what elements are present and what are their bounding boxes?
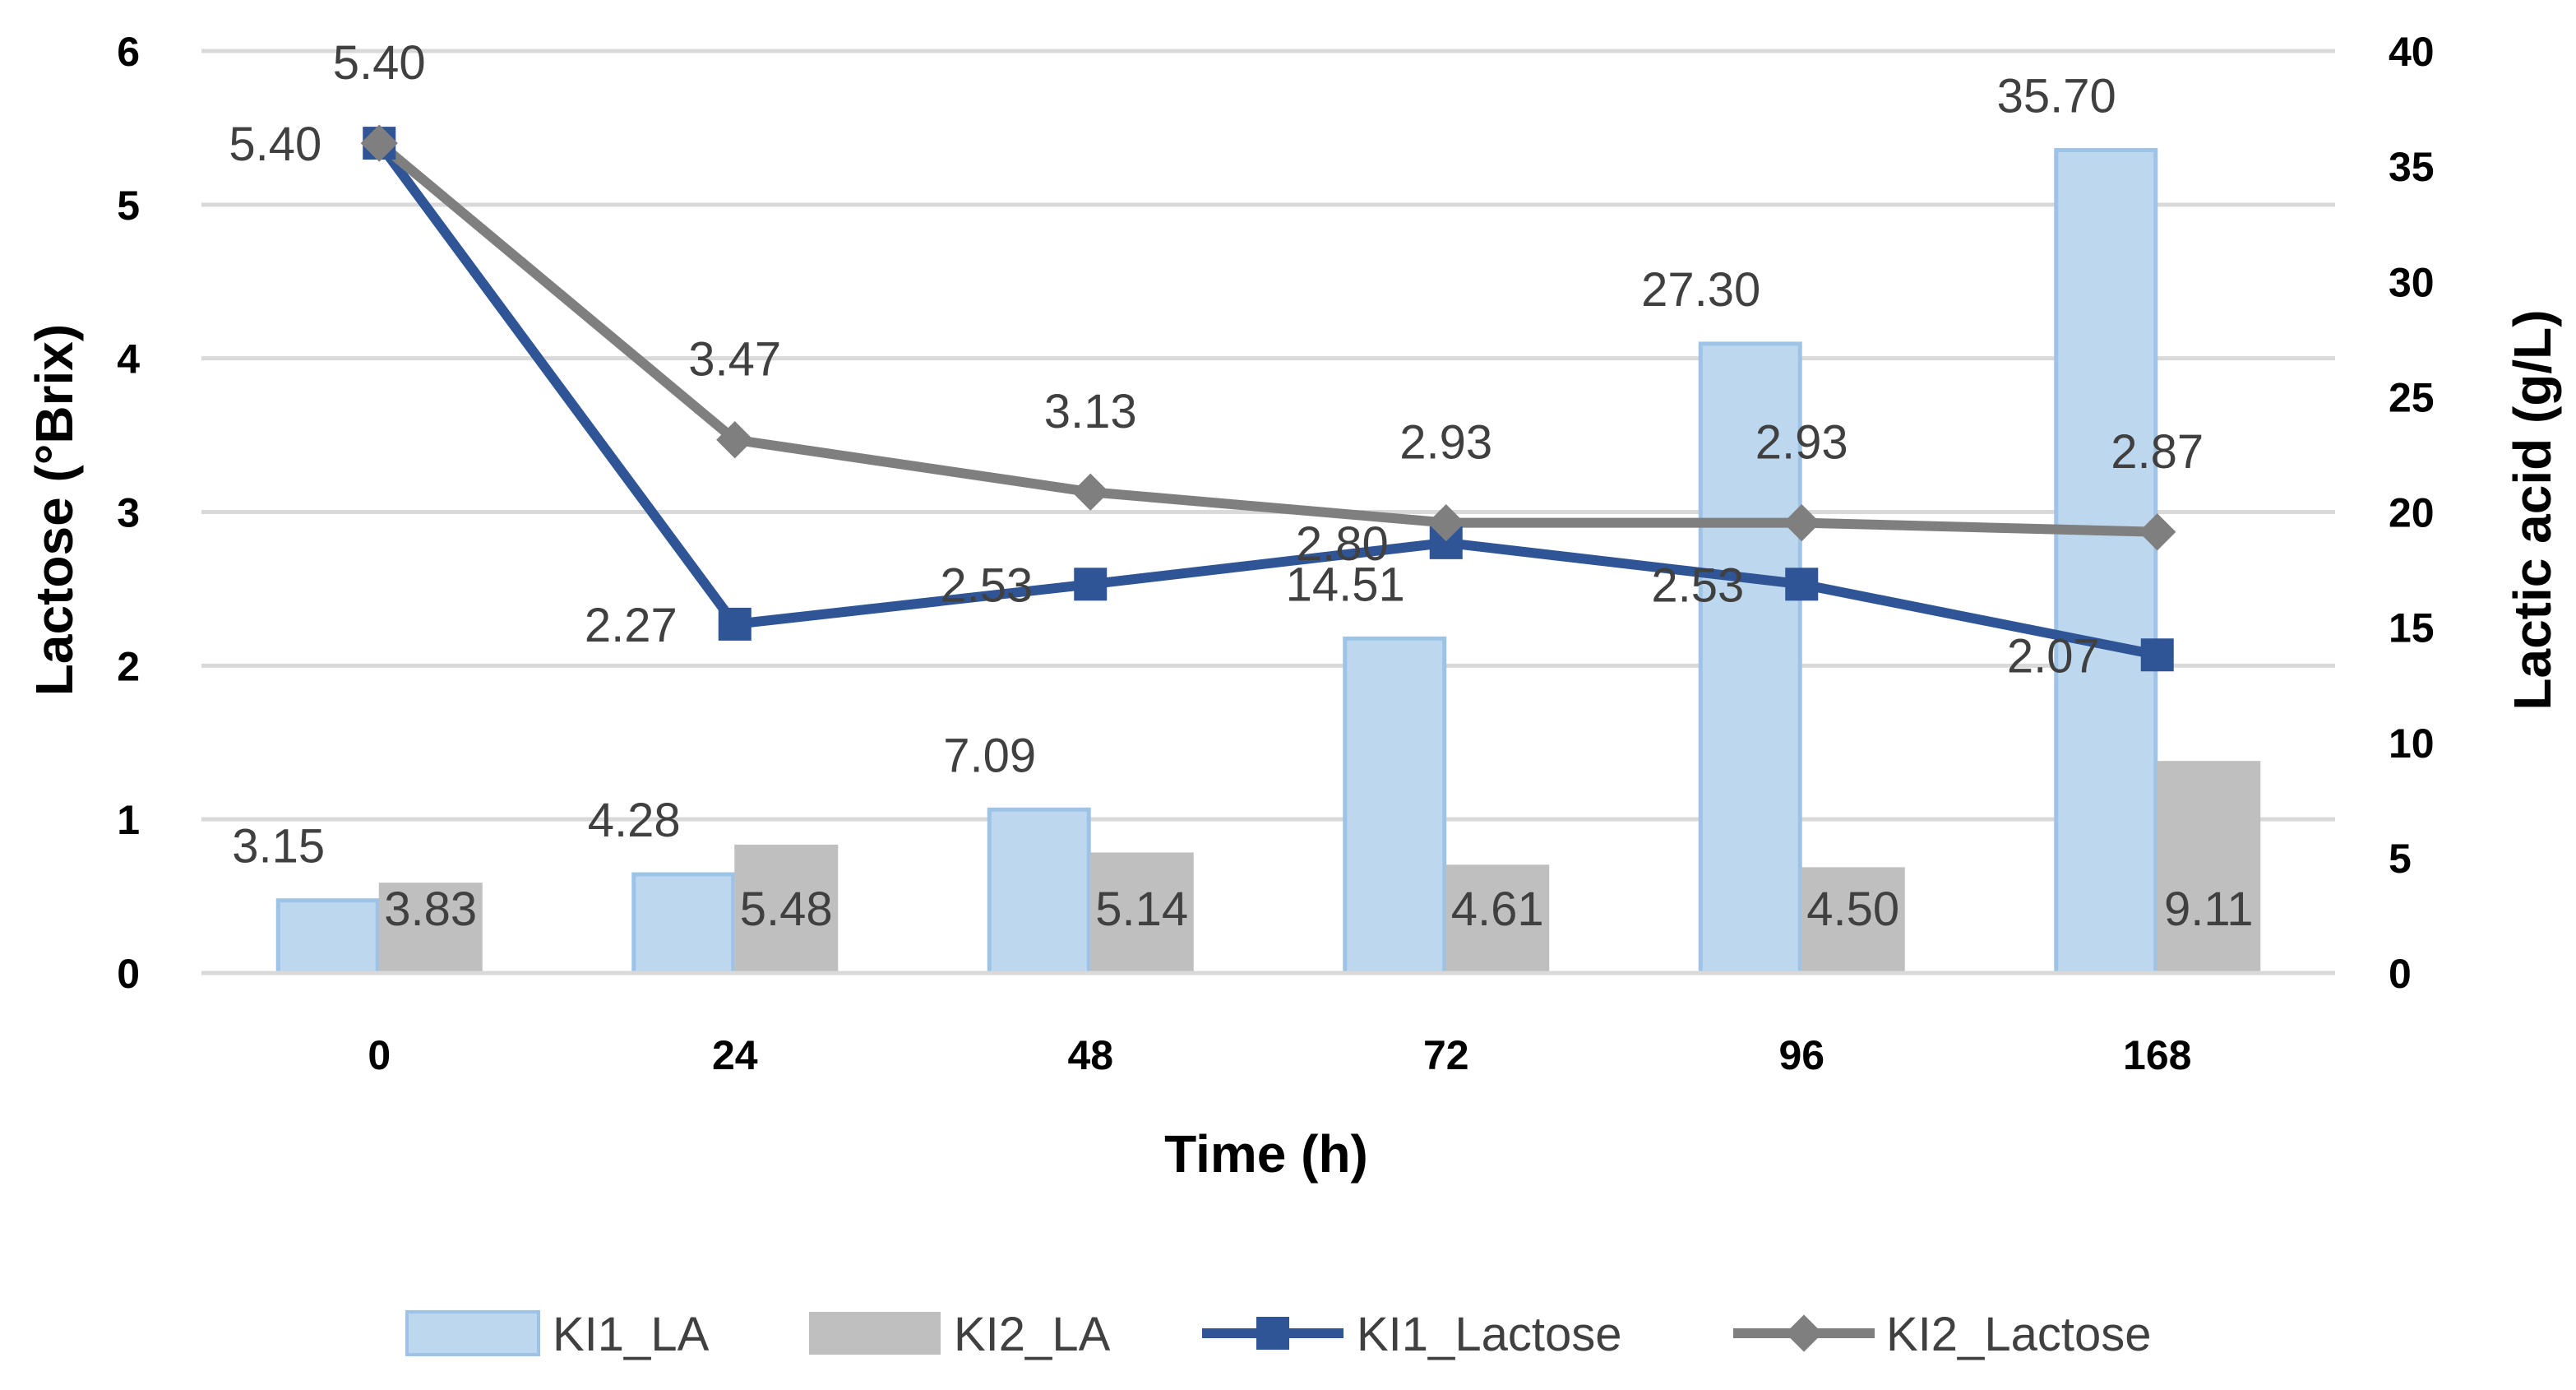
legend-item-ki2-la: KI2_LA [809,1308,1111,1361]
data-label-ki2-lactose: 2.93 [1399,416,1492,470]
markers [360,124,2176,672]
y-left-tick-label: 6 [117,29,140,75]
data-label-ki2-la: 4.50 [1806,883,1899,936]
legend-marker-diamond [1785,1314,1823,1352]
line-ki1-lactose [374,138,2162,660]
x-tick-label: 96 [1778,1032,1824,1078]
data-label-ki2-la: 5.48 [740,883,833,936]
data-label-ki1-lactose: 2.53 [940,558,1033,612]
legend-label-ki1-lactose: KI1_Lactose [1357,1308,1621,1361]
marker-ki2-lactose [1071,473,1109,511]
y-left-tick-label: 2 [117,643,140,689]
data-label-ki1-lactose: 2.53 [1651,558,1744,612]
data-labels: 3.15 4.28 7.09 14.51 27.30 35.70 3.83 5.48 5.14 4… [229,36,2253,936]
bar-ki2-la [378,883,483,975]
data-label-ki2-lactose: 2.87 [2111,425,2204,479]
x-tick-label: 0 [368,1032,391,1078]
legend-item-ki2-lactose: KI2_Lactose [1733,1308,2151,1361]
legend-label-ki1-la: KI1_LA [553,1308,710,1361]
x-tick-label: 48 [1067,1032,1113,1078]
data-label-ki1-lactose: 5.40 [229,118,321,171]
y-left-tick-label: 5 [117,183,140,229]
marker-ki1-lactose [2140,638,2174,672]
marker-ki1-lactose [718,607,752,641]
gridlines [201,49,2335,822]
y-right-tick-label: 10 [2389,720,2435,767]
x-tick-label: 168 [2123,1032,2191,1078]
data-label-ki2-la: 5.14 [1095,883,1188,936]
data-label-ki1-lactose: 2.80 [1296,517,1389,571]
y-right-tick-label: 30 [2389,259,2435,305]
legend-label-ki2-la: KI2_LA [954,1308,1111,1361]
y-right-tick-label: 25 [2389,374,2435,420]
data-label-ki2-la: 9.11 [2164,883,2254,936]
marker-ki2-lactose [716,421,754,459]
data-label-ki2-lactose: 3.13 [1044,385,1137,438]
y-axis-right-title: Lactic acid (g/L) [2503,309,2562,710]
lines [374,138,2162,660]
bar-ki2-la [1445,864,1550,975]
legend-item-ki1-lactose: KI1_Lactose [1202,1308,1621,1361]
y-left-tick-label: 1 [117,797,140,843]
bar-ki1-la [1343,636,1447,975]
data-label-ki1-la: 14.51 [1286,558,1405,611]
bar-ki1-la [1698,341,1802,975]
x-tick-label: 72 [1423,1032,1469,1078]
marker-ki1-lactose [1785,568,1819,601]
y-left-tick-label: 0 [117,951,140,997]
bar-ki1-la [275,898,380,975]
y-right-tick-label: 20 [2389,490,2435,536]
y-left-tick-label: 3 [117,490,140,536]
y-right-tick-label: 15 [2389,605,2435,651]
data-label-ki1-la: 3.15 [232,820,325,873]
data-label-ki1-la: 35.70 [1997,70,2116,123]
x-tick-label: 24 [712,1032,758,1078]
bar-ki1-la [2054,148,2158,975]
marker-ki2-lactose [360,124,398,162]
bars [275,148,2261,975]
bar-ki1-la [987,807,1091,975]
marker-ki2-lactose [2139,513,2176,551]
marker-ki2-lactose [1783,503,1820,542]
bar-ki2-la [734,844,839,975]
legend-item-ki1-la: KI1_LA [405,1308,710,1361]
y-axis-left-title: Lactose (°Brix) [25,324,84,696]
x-axis-title: Time (h) [1164,1124,1368,1184]
y-right-tick-label: 35 [2389,144,2435,190]
legend-label-ki2-lactose: KI2_Lactose [1886,1308,2151,1361]
axes: 0 1 2 3 4 5 6 0 5 10 15 20 25 30 35 40 0 24 48 72 96 168 [117,29,2434,1078]
line-ki2-lactose [374,138,2162,537]
data-label-ki2-lactose: 2.93 [1755,416,1848,470]
data-label-ki2-lactose: 5.40 [333,36,426,90]
y-right-tick-label: 0 [2389,951,2412,997]
data-label-ki2-la: 3.83 [384,883,477,936]
legend: KI1_LA KI2_LA KI1_Lactose KI2_Lactose [405,1308,2151,1361]
y-left-tick-label: 4 [117,336,140,382]
marker-ki2-lactose [1427,503,1465,542]
data-label-ki2-la: 4.61 [1451,883,1544,936]
data-label-ki1-lactose: 2.27 [585,599,678,652]
legend-marker-square [1256,1317,1289,1350]
data-label-ki1-la: 7.09 [943,729,1036,782]
data-label-ki1-la: 4.28 [588,794,681,847]
data-label-ki2-lactose: 3.47 [688,333,781,387]
y-right-tick-label: 5 [2389,836,2412,882]
bar-ki2-la [2157,761,2261,975]
marker-ki1-lactose [1074,568,1108,601]
data-label-ki1-lactose: 2.07 [2007,629,2100,683]
data-label-ki1-la: 27.30 [1641,263,1760,317]
y-right-tick-label: 40 [2389,29,2435,75]
bar-ki1-la [631,872,736,975]
